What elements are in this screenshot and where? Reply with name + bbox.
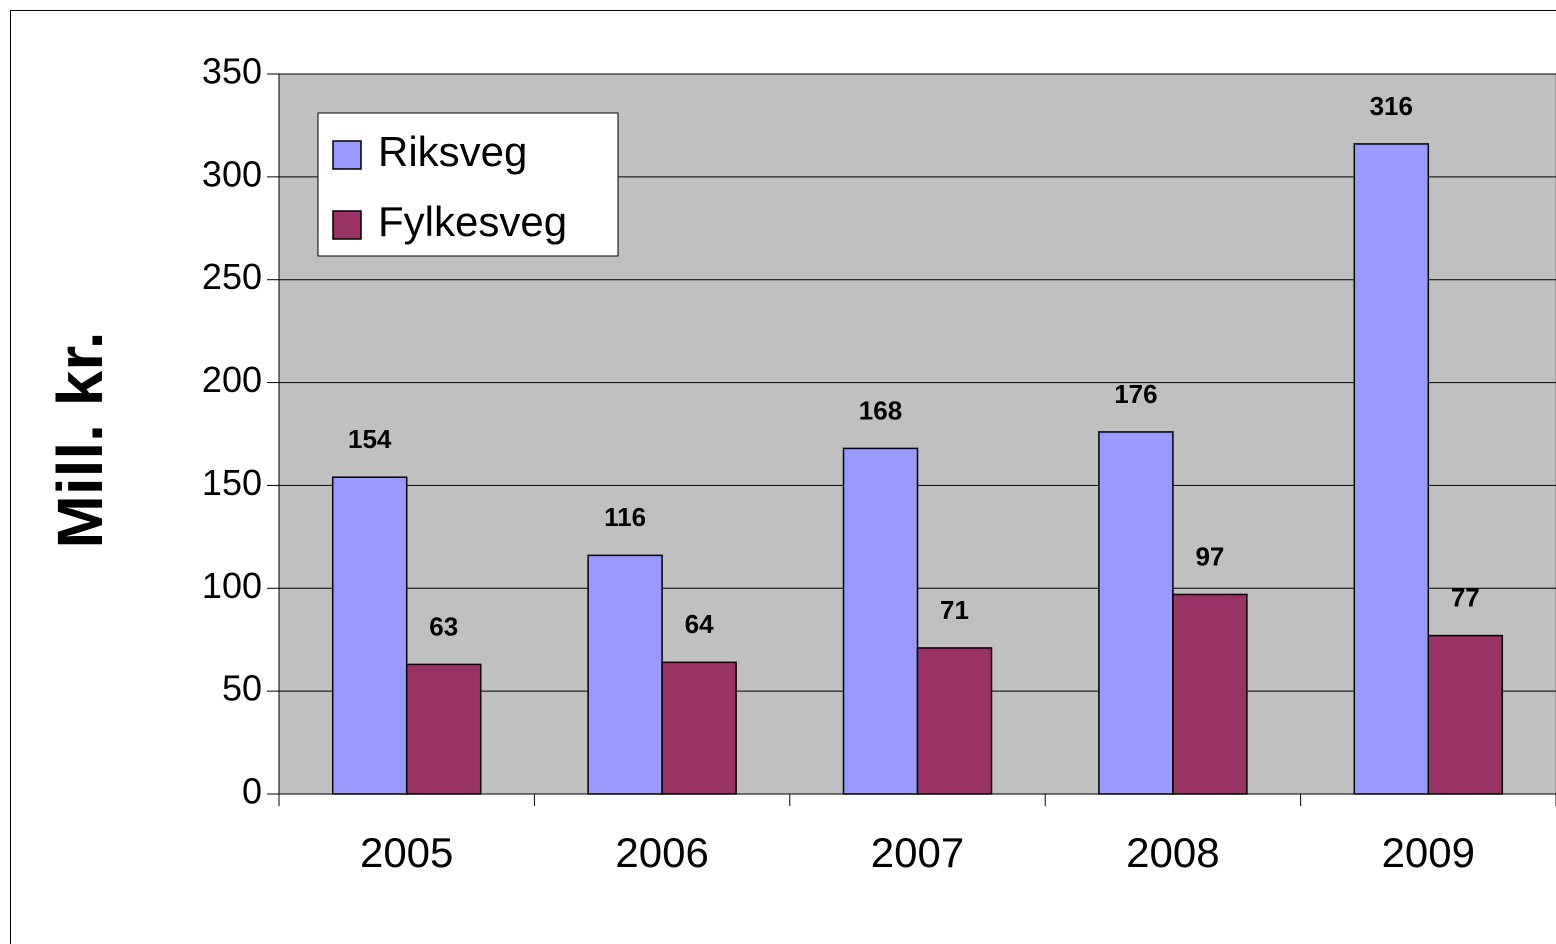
- bar: [587, 554, 663, 795]
- x-tick-label: 2006: [615, 829, 708, 876]
- data-label: 77: [1451, 582, 1480, 612]
- data-label: 168: [859, 395, 902, 425]
- x-tick-label: 2007: [871, 829, 964, 876]
- x-tick-label: 2005: [360, 829, 453, 876]
- bar: [1427, 634, 1504, 795]
- bar: [1172, 593, 1248, 795]
- data-label: 63: [429, 611, 458, 641]
- y-tick-label: 250: [202, 256, 262, 297]
- y-tick-label: 100: [202, 565, 262, 606]
- y-tick-label: 50: [222, 668, 262, 709]
- x-tick-label: 2009: [1382, 829, 1475, 876]
- y-tick-label: 350: [202, 51, 262, 92]
- bar: [405, 663, 482, 795]
- bar: [661, 661, 737, 795]
- legend-box: [317, 112, 619, 257]
- bar: [1098, 431, 1174, 795]
- frame: [10, 10, 1556, 944]
- y-tick-label: 0: [242, 771, 262, 812]
- data-label: 97: [1195, 541, 1224, 571]
- bar: [916, 647, 993, 795]
- y-tick-label: 300: [202, 153, 262, 194]
- bar: [1353, 143, 1430, 795]
- data-label: 71: [940, 595, 969, 625]
- data-label: 64: [685, 609, 714, 639]
- bar: [842, 447, 919, 795]
- y-axis-label: Mill. kr.: [44, 332, 116, 549]
- data-label: 116: [604, 502, 646, 532]
- data-label: 154: [348, 424, 392, 454]
- legend-label: Fylkesveg: [378, 198, 567, 245]
- legend-label: Riksveg: [378, 128, 527, 175]
- y-tick-label: 150: [202, 462, 262, 503]
- x-tick-label: 2008: [1126, 829, 1219, 876]
- bar: [331, 476, 408, 795]
- data-label: 316: [1370, 91, 1413, 121]
- y-tick-label: 200: [202, 359, 262, 400]
- data-label: 176: [1114, 379, 1157, 409]
- legend-swatch: [332, 210, 362, 240]
- legend-swatch: [332, 140, 362, 170]
